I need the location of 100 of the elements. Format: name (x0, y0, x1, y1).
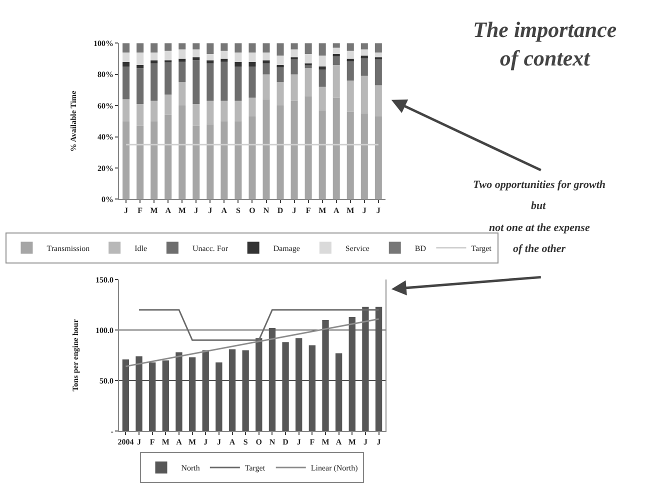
bar (304, 43, 312, 54)
y-tick-label: 20% (97, 164, 114, 173)
bar (178, 58, 186, 62)
x-tick-label: M (322, 438, 330, 447)
bar (304, 96, 312, 200)
bar (346, 80, 354, 112)
bar (122, 43, 130, 52)
text: but (531, 200, 547, 212)
x-tick-label: S (243, 438, 248, 447)
bar (290, 49, 298, 58)
y-tick-label: 80% (97, 70, 114, 80)
bar (206, 43, 214, 54)
bar (248, 62, 256, 67)
bar (136, 43, 144, 52)
bar (276, 43, 284, 56)
bar (192, 43, 200, 50)
bar (192, 57, 200, 60)
bar (150, 121, 158, 200)
y-axis-title: % Available Time (69, 90, 78, 152)
legend-label: Target (471, 244, 492, 253)
y-tick-label: 50.0 (99, 376, 114, 386)
bar (318, 70, 326, 87)
bar (360, 113, 368, 200)
legend-label: BD (414, 244, 426, 253)
text: of the other (513, 243, 566, 255)
bar (164, 43, 172, 51)
bar (178, 49, 186, 59)
bar (220, 50, 228, 59)
bar (164, 50, 172, 60)
bar (360, 49, 368, 56)
bar (122, 99, 130, 122)
bar (192, 60, 200, 104)
bar (374, 58, 382, 86)
bar (262, 52, 270, 60)
bar (122, 52, 130, 62)
y-tick-label: 0% (101, 195, 114, 204)
bar (248, 43, 256, 52)
x-tick-label: J (376, 438, 381, 447)
legend-label: Damage (273, 244, 300, 253)
text: not one at the expense (489, 222, 590, 234)
bar (374, 43, 382, 52)
legend-label: Idle (134, 244, 148, 253)
bar (276, 66, 284, 82)
bar (332, 98, 340, 200)
bar (136, 126, 144, 200)
bar (318, 86, 326, 110)
bar (234, 52, 242, 62)
bar (290, 58, 298, 74)
legend-label: Target (244, 464, 266, 473)
bar (150, 100, 158, 122)
x-tick-label: J (376, 206, 380, 215)
x-tick-label: J (292, 206, 296, 215)
x-tick-label: N (269, 438, 276, 447)
bar (164, 114, 172, 200)
bar (220, 121, 228, 200)
bar (262, 43, 270, 52)
bar (374, 85, 382, 116)
bar (178, 82, 186, 106)
x-tick-label: J (296, 438, 301, 447)
bar (304, 54, 312, 64)
x-tick-label: J (208, 206, 212, 215)
bar (276, 82, 284, 106)
legend-label: Service (345, 244, 370, 253)
x-tick-label: N (263, 206, 270, 215)
bar (318, 56, 326, 67)
bar (234, 62, 242, 67)
x-tick-label: J (137, 438, 142, 447)
bar (318, 66, 326, 70)
bar (136, 104, 144, 126)
bar (304, 64, 312, 68)
x-tick-label: O (249, 206, 256, 215)
x-tick-label: J (362, 206, 366, 215)
bar (332, 64, 340, 98)
x-tick-label: D (282, 438, 289, 447)
legend-label: Unacc. For (192, 244, 228, 253)
x-tick-label: M (348, 438, 356, 447)
x-tick-label: F (138, 206, 143, 215)
y-tick-label: 40% (97, 132, 114, 142)
x-tick-label: A (176, 438, 182, 447)
bar (192, 104, 200, 126)
bar (122, 121, 130, 200)
x-tick-label: S (236, 206, 241, 215)
y-tick-label: 60% (97, 101, 114, 110)
bar (360, 43, 368, 50)
bar (360, 76, 368, 114)
bar (164, 94, 172, 115)
bar (360, 57, 368, 76)
bar (248, 116, 256, 200)
legend-label: North (181, 464, 200, 473)
bar (206, 100, 214, 124)
legend-label: Transmission (46, 244, 90, 253)
bar (248, 52, 256, 62)
bar (206, 60, 214, 64)
bar (220, 100, 228, 122)
bar (220, 58, 228, 62)
bar (346, 60, 354, 81)
x-tick-label: 2004 (118, 438, 134, 447)
bar (318, 110, 326, 200)
y-tick-label: 100.0 (95, 326, 114, 335)
bar (332, 56, 340, 65)
